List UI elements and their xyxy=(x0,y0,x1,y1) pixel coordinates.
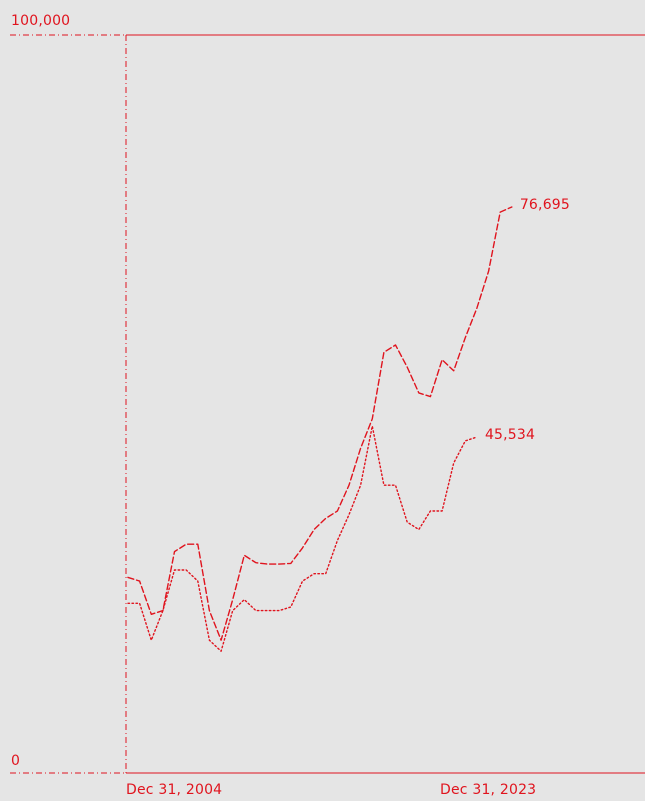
y-tick-label-min: 0 xyxy=(11,753,21,769)
series-line-dotted xyxy=(127,425,478,652)
y-tick-label-max: 100,000 xyxy=(11,13,71,29)
series-end-label-dotted: 45,534 xyxy=(484,426,536,443)
x-tick-label-end: Dec 31, 2023 xyxy=(440,782,537,798)
series-end-label-dashed: 76,695 xyxy=(519,196,571,213)
series-line-dashed xyxy=(127,206,513,641)
x-tick-label-start: Dec 31, 2004 xyxy=(126,782,223,798)
